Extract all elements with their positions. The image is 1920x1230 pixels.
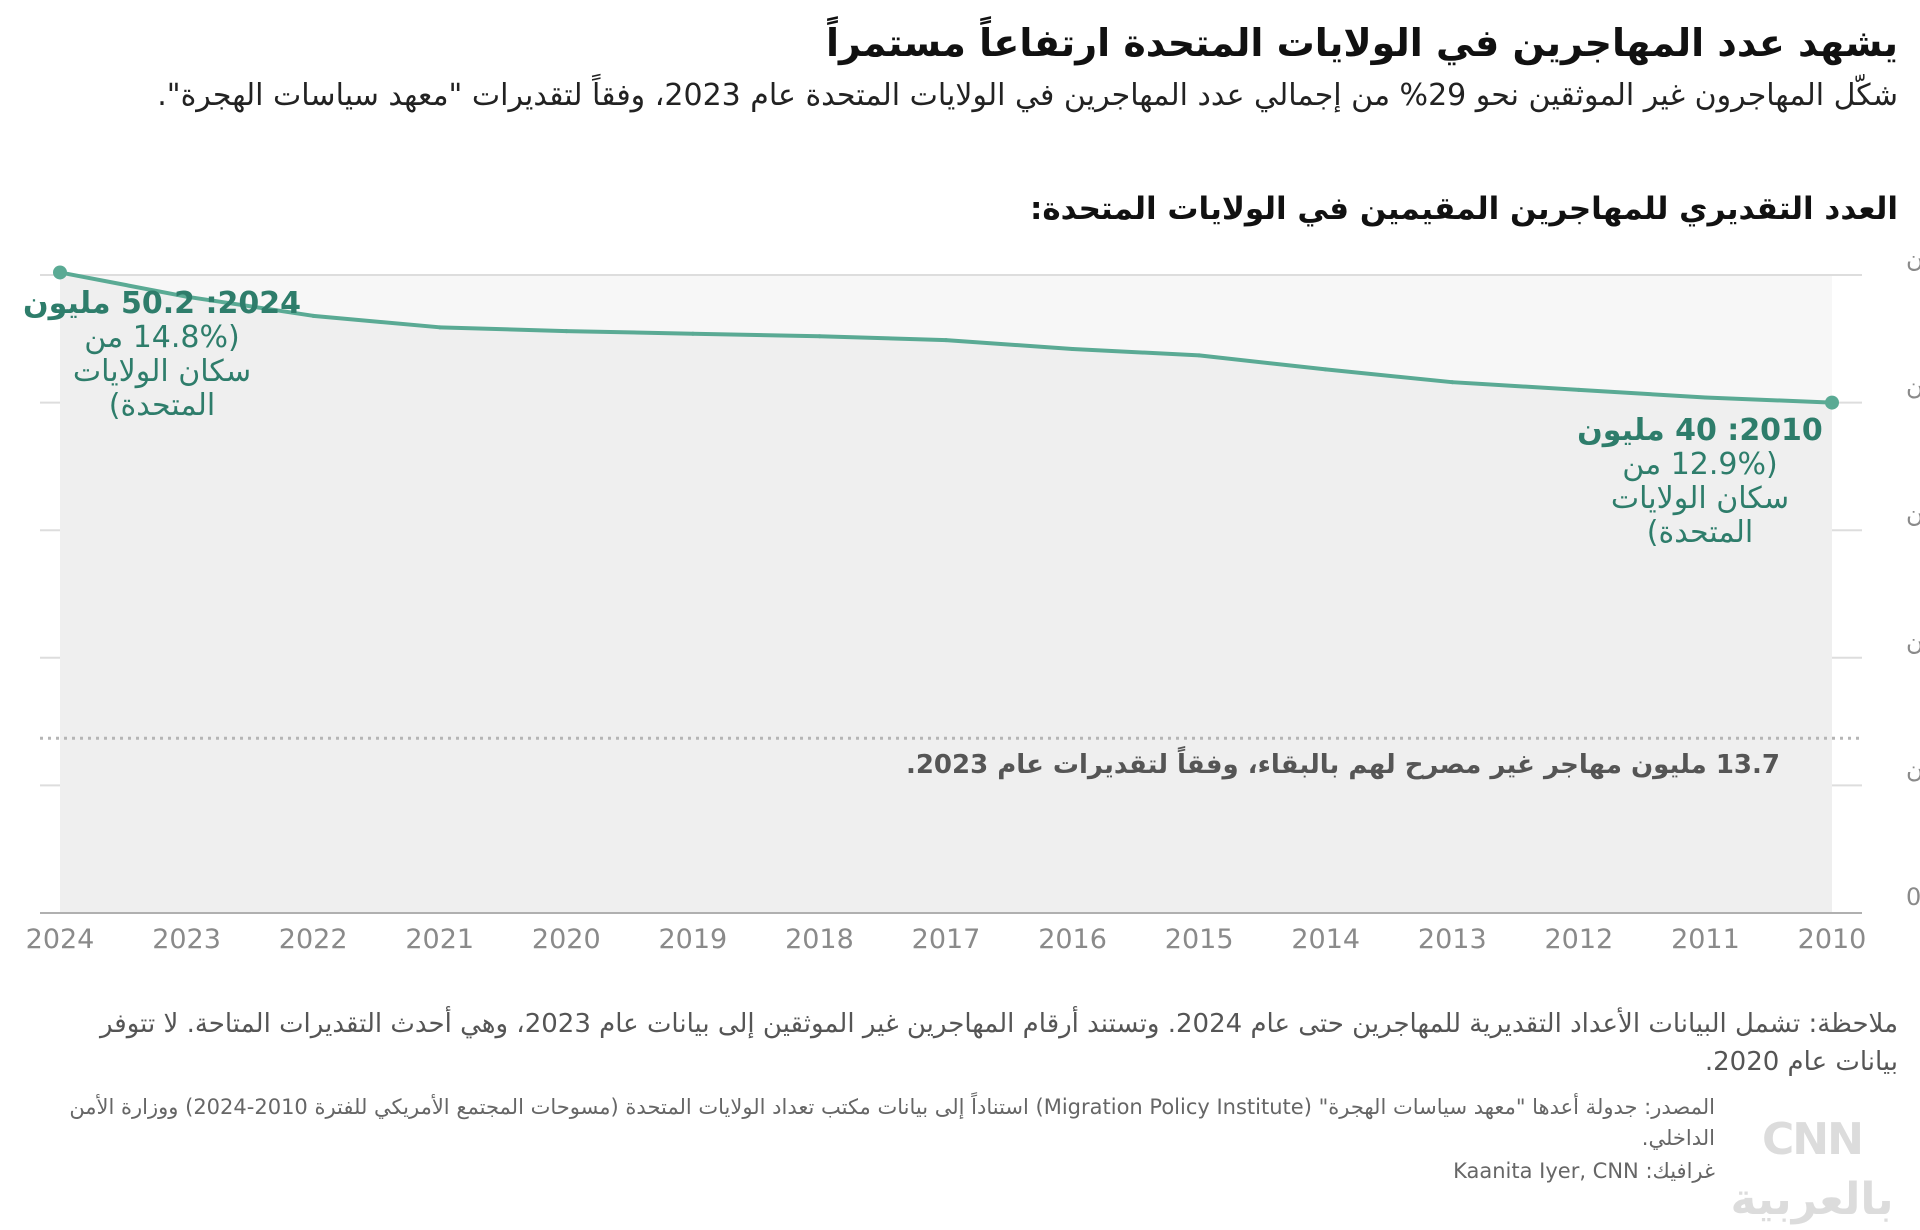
chart-note: ملاحظة: تشمل البيانات الأعداد التقديرية …	[99, 1009, 1898, 1077]
annotation-line: 2010: 40 مليون	[1577, 413, 1823, 448]
series-line-segment	[944, 338, 1075, 352]
y-tick-label: 30 مليون	[1906, 500, 1920, 528]
annotation-line: (12.9% من	[1622, 447, 1777, 482]
data-point	[53, 265, 67, 280]
area-layer	[60, 272, 1832, 913]
series-line-segment	[690, 331, 822, 339]
y-tick-label: 0	[1906, 883, 1920, 911]
x-tick-label: 2019	[658, 924, 727, 955]
x-tick-label: 2012	[1544, 924, 1613, 955]
chart-credit: غرافيك: Kaanita Iyer, CNN	[1453, 1159, 1715, 1183]
x-tick-label: 2014	[1291, 924, 1360, 955]
x-tick-label: 2018	[785, 924, 854, 955]
series-line-segment	[311, 313, 442, 330]
x-tick-label: 2010	[1798, 924, 1867, 955]
series-area-fill	[60, 272, 1832, 913]
immigrant-area-chart: 13.7 مليون مهاجر غير مصرح لهم بالبقاء، و…	[23, 245, 1920, 955]
series-line-segment	[817, 334, 948, 343]
x-tick-label: 2017	[912, 924, 981, 955]
annotation-line: سكان الولايات	[73, 354, 251, 389]
axes: 0 10 مليون 20 مليون 30 مليون 40 مليون 50 مليو…	[26, 245, 1920, 955]
y-tick-label: 50 مليون	[1906, 245, 1920, 273]
series-line-segment	[564, 329, 695, 336]
y-tick-label: 40 مليون	[1906, 373, 1920, 401]
series-line-group	[53, 265, 1839, 410]
x-tick-label: 2016	[1038, 924, 1107, 955]
series-line-segment	[1450, 380, 1581, 392]
x-tick-label: 2024	[26, 924, 95, 955]
cnn-arabic-logo: CNN بالعربية	[1730, 1114, 1896, 1225]
y-tick-label: 10 مليون	[1906, 755, 1920, 783]
x-tick-label: 2023	[152, 924, 221, 955]
x-tick-label: 2020	[532, 924, 601, 955]
reference-line-label: 13.7 مليون مهاجر غير مصرح لهم بالبقاء، و…	[906, 745, 1780, 780]
chart-source: المصدر: جدولة أعدها "معهد سياسات الهجرة"…	[69, 1095, 1715, 1150]
series-line-segment	[1576, 387, 1708, 400]
x-tick-label: 2013	[1418, 924, 1487, 955]
series-line-segment	[184, 294, 316, 318]
series-line-segment	[1197, 353, 1328, 372]
data-point	[1825, 395, 1839, 410]
chart-heading: العدد التقديري للمهاجرين المقيمين في الو…	[1029, 191, 1898, 227]
x-tick-label: 2015	[1165, 924, 1234, 955]
series-line-segment	[1070, 347, 1202, 358]
series-line-segment	[58, 270, 189, 299]
series-line-segment	[437, 325, 569, 334]
chart-title: يشهد عدد المهاجرين في الولايات المتحدة ا…	[826, 21, 1898, 65]
annotation-line: سكان الولايات	[1611, 481, 1789, 516]
annotation-line: (14.8% من	[84, 320, 239, 355]
annotation-line: المتحدة)	[1647, 515, 1753, 550]
reference-line-group: 13.7 مليون مهاجر غير مصرح لهم بالبقاء، و…	[40, 736, 1862, 780]
series-line-segment	[1323, 367, 1455, 385]
x-tick-label: 2011	[1671, 924, 1740, 955]
chart-subtitle: شكّل المهاجرون غير الموثقين نحو 29% من إ…	[157, 78, 1898, 113]
annotation-line: المتحدة)	[109, 388, 215, 423]
series-line-segment	[1703, 395, 1834, 405]
x-tick-label: 2022	[279, 924, 348, 955]
y-tick-label: 20 مليون	[1906, 628, 1920, 656]
x-tick-label: 2021	[405, 924, 474, 955]
annotation-line: 2024: 50.2 مليون	[23, 286, 301, 321]
